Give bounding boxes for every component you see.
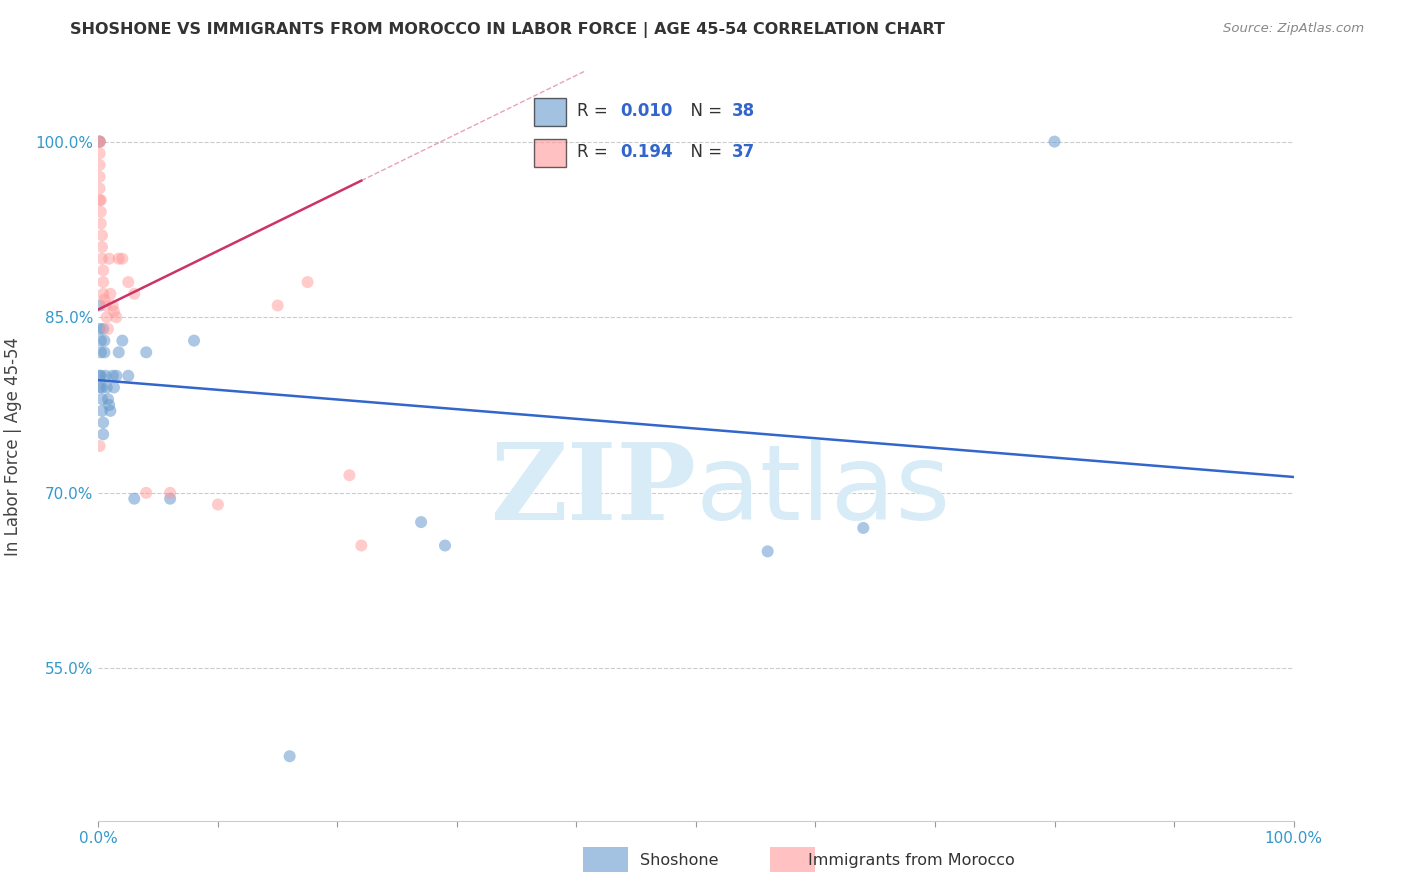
Point [124,491,146,506]
Point [852,521,875,535]
Point [411,515,433,529]
Point [89,135,111,149]
Point [89,368,111,383]
Point [91,275,114,289]
Point [101,368,124,383]
Point [91,392,114,407]
Point [91,416,114,430]
Point [90,193,112,207]
Point [91,263,114,277]
Point [159,486,181,500]
Point [183,334,205,348]
Point [94,368,117,383]
Point [135,486,157,500]
Point [91,286,114,301]
Point [91,404,114,418]
Point [159,491,181,506]
Point [89,135,111,149]
Point [267,299,290,313]
Point [90,334,112,348]
Point [278,749,301,764]
Point [93,345,115,359]
Text: ZIP: ZIP [491,440,696,542]
Point [97,392,120,407]
Point [135,345,157,359]
Point [98,404,122,418]
Point [107,345,129,359]
Point [89,439,111,453]
Point [98,398,121,412]
Point [89,380,111,394]
Text: Shoshone: Shoshone [640,854,718,868]
Text: SHOSHONE VS IMMIGRANTS FROM MOROCCO IN LABOR FORCE | AGE 45-54 CORRELATION CHART: SHOSHONE VS IMMIGRANTS FROM MOROCCO IN L… [70,22,945,38]
Point [93,334,115,348]
Text: Immigrants from Morocco: Immigrants from Morocco [808,854,1015,868]
Point [97,322,120,336]
Point [756,544,779,558]
Point [96,310,118,325]
Point [93,293,115,307]
Point [103,380,125,394]
Point [90,205,112,219]
Point [91,322,114,336]
Point [89,158,111,172]
Point [89,135,111,149]
Point [89,299,111,313]
Text: Source: ZipAtlas.com: Source: ZipAtlas.com [1223,22,1364,36]
Point [98,252,121,266]
Point [91,252,114,266]
Point [98,286,122,301]
Point [90,368,112,383]
Point [117,275,139,289]
Point [117,368,139,383]
Point [89,322,111,336]
Point [90,217,112,231]
Point [103,304,125,318]
Point [297,275,319,289]
Point [89,193,111,207]
Point [1043,135,1066,149]
Point [91,228,114,243]
Point [89,135,111,149]
Point [101,299,124,313]
Point [89,181,111,195]
Point [124,286,146,301]
Point [105,310,128,325]
Point [89,146,111,161]
Point [207,498,229,512]
Point [434,539,457,553]
Point [111,334,134,348]
Point [91,380,114,394]
Point [91,427,114,442]
Point [107,252,129,266]
Y-axis label: In Labor Force | Age 45-54: In Labor Force | Age 45-54 [4,336,21,556]
Point [339,468,361,483]
Point [89,169,111,184]
Text: atlas: atlas [696,440,952,542]
Point [94,299,117,313]
Point [90,345,112,359]
Point [350,539,373,553]
Point [105,368,128,383]
Point [96,380,118,394]
Point [111,252,134,266]
Point [91,240,114,254]
